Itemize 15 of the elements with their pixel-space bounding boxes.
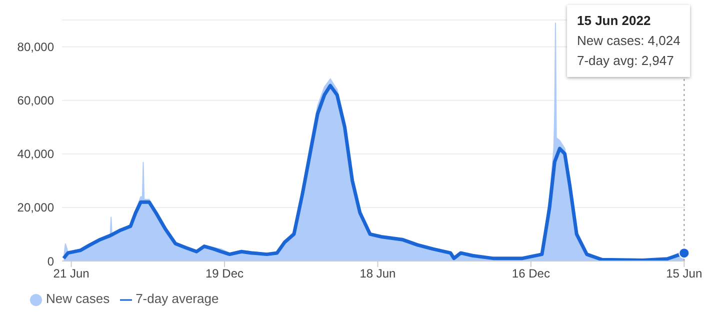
y-tick-label: 20,000 (17, 200, 54, 215)
x-tick-label: 15 Jun (666, 266, 702, 281)
x-tick-label: 21 Jun (53, 266, 90, 281)
annotation: New cases: 4,024 (577, 32, 680, 50)
x-tick-label: 19 Dec (206, 266, 244, 281)
annotation: 15 Jun 2022 (577, 12, 652, 30)
annotation: 7-day avg: 2,947 (577, 52, 675, 70)
y-tick-label: 40,000 (17, 147, 54, 162)
legend-label: 7-day average (136, 291, 219, 306)
y-tick-label: 80,000 (17, 40, 54, 54)
x-tick-label: 16 Dec (512, 266, 550, 281)
y-tick-label: 60,000 (17, 94, 54, 108)
y-tick-label: 0 (47, 254, 54, 268)
x-tick-label: 18 Jun (360, 266, 396, 281)
legend-label: New cases (46, 291, 110, 306)
